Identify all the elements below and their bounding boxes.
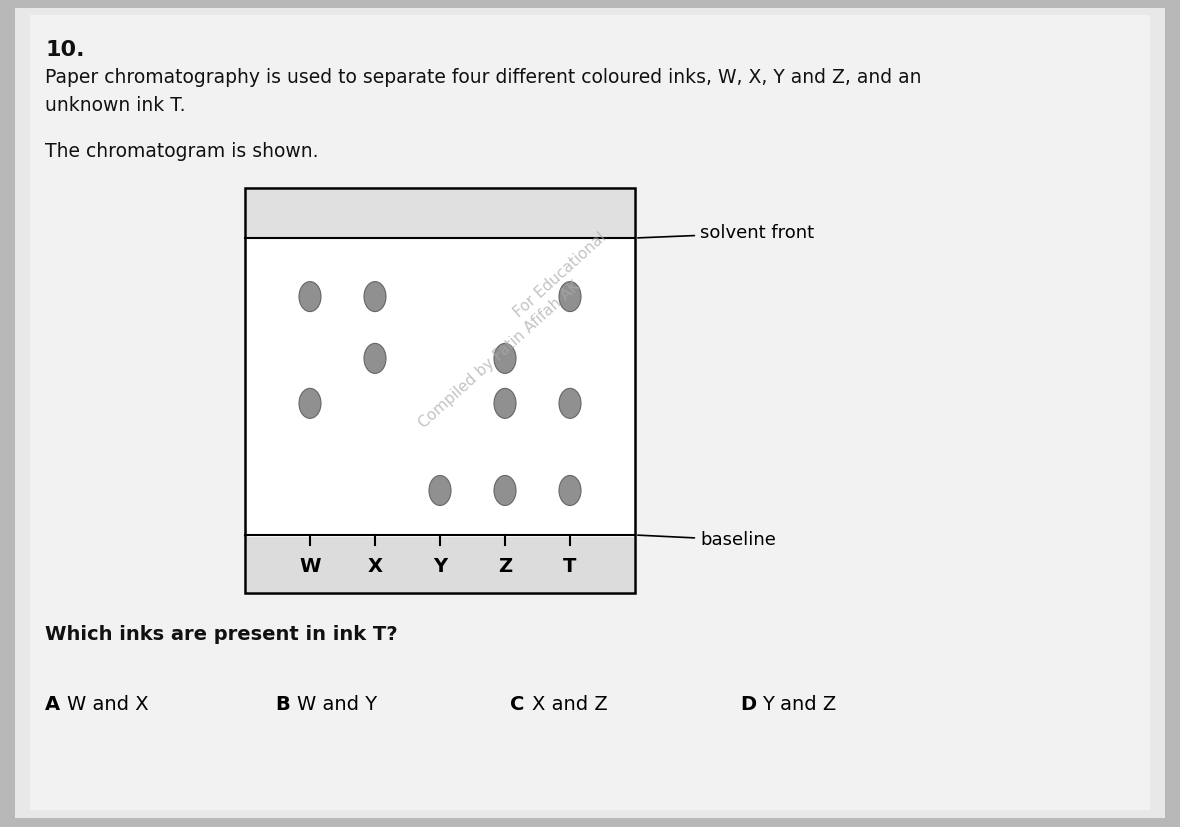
Text: X: X	[367, 557, 382, 576]
Ellipse shape	[363, 343, 386, 374]
Text: W and X: W and X	[67, 695, 149, 714]
Text: X and Z: X and Z	[532, 695, 608, 714]
Text: W: W	[300, 557, 321, 576]
Ellipse shape	[559, 389, 581, 418]
Text: unknown ink T.: unknown ink T.	[45, 96, 185, 115]
Text: C: C	[510, 695, 524, 714]
Ellipse shape	[299, 389, 321, 418]
Text: Y: Y	[433, 557, 447, 576]
Ellipse shape	[430, 476, 451, 505]
Text: Y and Z: Y and Z	[762, 695, 837, 714]
Text: Paper chromatography is used to separate four different coloured inks, W, X, Y a: Paper chromatography is used to separate…	[45, 68, 922, 87]
Bar	[247, 537, 634, 591]
Bar	[245, 188, 635, 593]
Ellipse shape	[494, 343, 516, 374]
Text: W and Y: W and Y	[297, 695, 378, 714]
Ellipse shape	[299, 281, 321, 312]
Text: Z: Z	[498, 557, 512, 576]
Text: solvent front: solvent front	[637, 224, 814, 242]
Text: B: B	[275, 695, 290, 714]
Text: D: D	[740, 695, 756, 714]
Ellipse shape	[559, 476, 581, 505]
Bar	[247, 189, 634, 238]
Ellipse shape	[494, 476, 516, 505]
Text: baseline: baseline	[637, 531, 776, 549]
Text: 10.: 10.	[45, 40, 85, 60]
Ellipse shape	[363, 281, 386, 312]
Text: The chromatogram is shown.: The chromatogram is shown.	[45, 142, 319, 161]
Text: T: T	[563, 557, 577, 576]
Text: A: A	[45, 695, 60, 714]
Text: Compiled by Fatin Afifah AK: Compiled by Fatin Afifah AK	[417, 279, 584, 432]
Text: For Educational: For Educational	[511, 230, 609, 320]
Text: Which inks are present in ink T?: Which inks are present in ink T?	[45, 625, 398, 644]
Ellipse shape	[559, 281, 581, 312]
Ellipse shape	[494, 389, 516, 418]
